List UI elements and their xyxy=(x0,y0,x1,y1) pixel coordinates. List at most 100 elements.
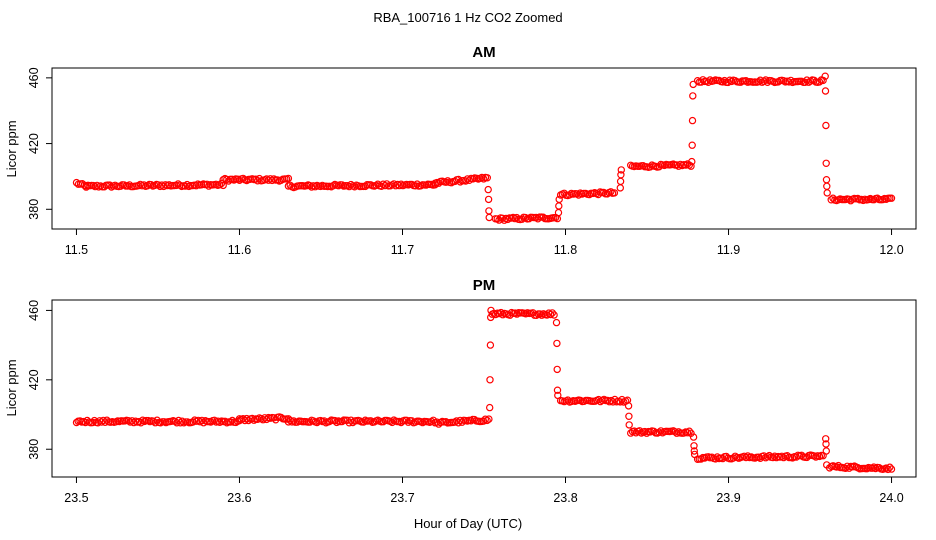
panel-am-data-point xyxy=(284,174,293,183)
panel-pm-data-point xyxy=(882,464,890,472)
panel-pm-y-tick-label: 380 xyxy=(27,439,41,460)
panel-pm-data-point xyxy=(404,418,412,426)
panel-am-data-point xyxy=(147,180,155,189)
panel-pm-data-point xyxy=(627,429,635,437)
panel-pm-data-point xyxy=(884,465,892,474)
panel-am-data-point xyxy=(484,185,492,194)
panel-am-data-point xyxy=(485,213,493,222)
panel-am-data-point xyxy=(823,182,831,190)
panel-pm-data-point xyxy=(778,452,786,460)
panel-am-data-point xyxy=(338,181,346,189)
panel-am-data-point xyxy=(573,190,581,198)
panel-pm-data-point xyxy=(690,442,698,450)
panel-pm-data-point xyxy=(708,453,716,461)
panel-pm-data-point xyxy=(513,310,521,318)
panel-pm-data-point xyxy=(554,391,562,400)
panel-am-data-point xyxy=(801,78,809,87)
panel-am-data-point xyxy=(688,141,696,149)
panel-pm-data-point xyxy=(624,402,633,410)
panel-am-data-point xyxy=(495,216,503,224)
panel-pm-data-point xyxy=(359,418,368,426)
panel-am-x-tick-label: 11.9 xyxy=(717,243,740,257)
panel-pm-data-point xyxy=(689,433,698,441)
panel-pm-data-point xyxy=(306,418,314,426)
panel-pm-y-axis: 380 420 460 xyxy=(27,300,52,460)
panel-pm-data-point xyxy=(320,417,328,425)
panel-pm-data-point xyxy=(550,311,558,319)
panel-am-data-point xyxy=(822,175,831,184)
panel-pm-data-point xyxy=(178,417,186,425)
panel-pm-data-point xyxy=(333,418,341,427)
panel-am-data-point xyxy=(822,121,830,130)
panel-pm-data-point xyxy=(553,339,561,348)
panel-pm-data-point xyxy=(458,418,466,426)
panel-pm-data-point xyxy=(221,417,229,425)
panel-pm-data-point xyxy=(625,421,633,429)
panel-am-data-point xyxy=(498,214,507,222)
panel-am-data-point xyxy=(451,177,459,186)
panel-pm-x-tick-label: 23.9 xyxy=(716,491,740,505)
panel-am-data-point xyxy=(821,87,830,95)
panel-pm-data-point xyxy=(532,311,541,319)
panel-am-data-point xyxy=(518,215,526,223)
panel-pm-data-point xyxy=(456,416,464,425)
panel-pm-data-point xyxy=(485,415,493,423)
panel-pm-data-point xyxy=(207,418,215,426)
panel-am-data-point xyxy=(822,159,830,167)
panel-pm-data-point xyxy=(101,418,109,426)
panel-am-data-point xyxy=(224,177,233,185)
panel-pm-data-point xyxy=(338,417,346,426)
panel-am-data-point xyxy=(706,76,714,84)
panel-pm-data-point xyxy=(607,396,615,405)
panel-pm-data-point xyxy=(887,465,896,473)
panel-am-data-point xyxy=(192,181,200,190)
panel-pm-data-point xyxy=(690,447,699,455)
panel-pm-data-point xyxy=(196,418,204,426)
panel-pm-data-point xyxy=(875,464,883,472)
panel-am-data-point xyxy=(397,180,405,188)
panel-pm-data-point xyxy=(130,418,138,427)
panel-pm-data-point xyxy=(641,427,649,436)
panel-pm-data-point xyxy=(176,419,185,427)
panel-am-data-point xyxy=(603,190,611,198)
panel-pm-data-point xyxy=(325,417,334,426)
panel-am-data-point xyxy=(116,182,125,190)
panel-pm-data-point xyxy=(548,309,557,317)
panel-pm-data-point xyxy=(467,417,475,425)
panel-pm-data-point xyxy=(553,365,561,374)
panel-pm-data-point xyxy=(546,310,555,319)
panel-pm-data-point xyxy=(740,452,748,460)
panel-am-data-point xyxy=(442,178,450,186)
panel-am-y-tick-label: 380 xyxy=(27,199,41,220)
panel-am-data-point xyxy=(555,202,563,210)
panel-pm-data-point xyxy=(833,463,841,471)
panel-am-data-point xyxy=(345,182,353,191)
panel-pm-data-point xyxy=(763,453,772,461)
panel-am-data-point xyxy=(689,80,697,89)
panel-am-data-point xyxy=(172,181,180,190)
panel-pm-y-tick-label: 460 xyxy=(27,300,41,321)
panel-am-title: AM xyxy=(472,44,495,61)
panel-pm-data-point xyxy=(822,440,830,448)
panel-pm-x-tick-label: 23.6 xyxy=(227,491,251,505)
panel-am-ylabel: Licor ppm xyxy=(4,120,19,177)
panel-am-data-point xyxy=(823,189,831,197)
panel-pm-data-point xyxy=(690,450,699,459)
panel-am-data-point xyxy=(727,77,736,86)
panel-am-data-point xyxy=(381,181,389,190)
panel-am-data-point xyxy=(873,194,882,202)
panel-am-data-point xyxy=(554,208,563,217)
panel-am-y-tick-label: 420 xyxy=(27,133,41,154)
panel-pm-data-point xyxy=(771,452,779,460)
panel-am-data-point xyxy=(235,176,244,184)
panel-am-data-point xyxy=(521,213,530,222)
panel-am-data-point xyxy=(688,157,696,166)
panel-am-data-point xyxy=(413,180,421,188)
panel-pm: PM Licor ppm 23.5 23.6 23.7 23.8 23.9 24.0 38… xyxy=(4,277,917,505)
panel-pm-data-point xyxy=(149,417,158,425)
panel-am-data-point xyxy=(383,180,391,188)
panel-am-data-point xyxy=(555,195,563,204)
panel-am-x-tick-label: 11.8 xyxy=(554,243,577,257)
panel-pm-data-point xyxy=(483,416,491,425)
